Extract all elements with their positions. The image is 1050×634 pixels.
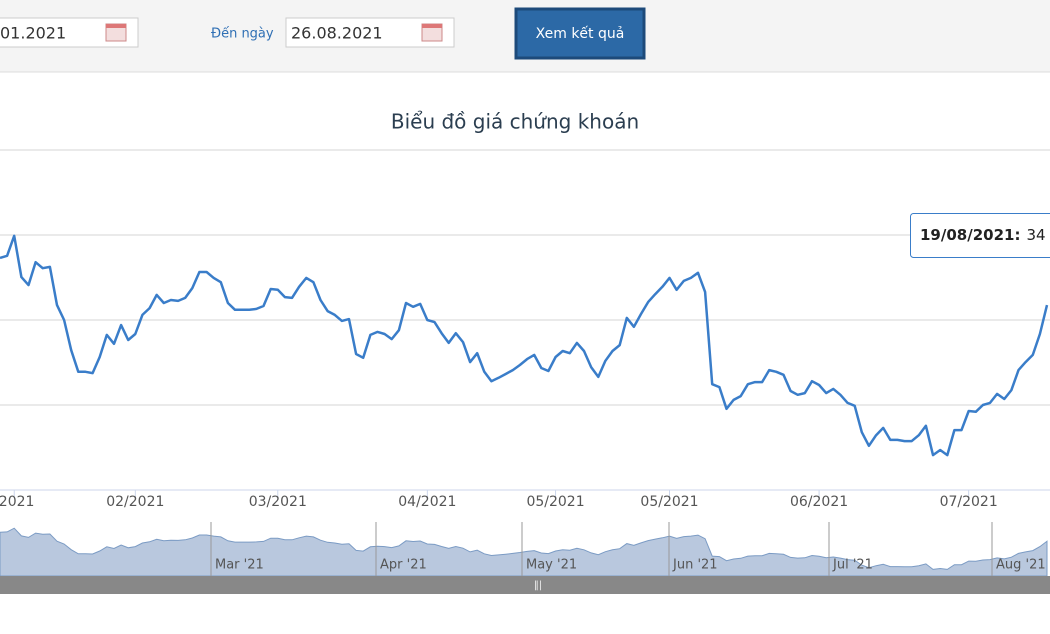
navigator-label: Apr '21 [380,558,427,573]
x-tick-label: 06/2021 [790,494,848,510]
to-date-value: 26.08.2021 [291,24,383,43]
navigator-area [0,528,1047,576]
to-date-label: Đến ngày [211,27,274,42]
scrollbar-grip[interactable]: ‖| [534,580,542,591]
scrollbar[interactable] [0,576,1050,594]
navigator-label: May '21 [526,558,577,573]
from-date-value: 01.2021 [0,24,66,43]
plot: /2021 02/2021 03/2021 04/2021 05/2021 05/2021… [0,150,1050,576]
submit-button-label: Xem kết quả [536,25,625,42]
tooltip-date: 19/08/2021: [920,226,1020,244]
tooltip-value: 34 [1026,226,1045,244]
x-tick-label: /2021 [0,494,34,510]
navigator-label: Aug '21 [996,558,1046,573]
calendar-icon[interactable] [422,24,442,41]
tooltip: 19/08/2021: 34 [911,214,1050,258]
x-tick-label: 07/2021 [940,494,998,510]
calendar-icon[interactable] [106,24,126,41]
x-tick-label: 05/2021 [526,494,584,510]
navigator-label: Jul '21 [832,558,873,573]
chart-title: Biểu đồ giá chứng khoán [391,110,639,134]
navigator-label: Jun '21 [672,558,718,573]
x-tick-label: 02/2021 [106,494,164,510]
navigator-label: Mar '21 [215,558,264,573]
x-tick-label: 04/2021 [398,494,456,510]
price-line [0,236,1047,455]
x-tick-label: 05/2021 [640,494,698,510]
tooltip-text: 19/08/2021: 34 [920,226,1046,244]
x-tick-label: 03/2021 [249,494,307,510]
